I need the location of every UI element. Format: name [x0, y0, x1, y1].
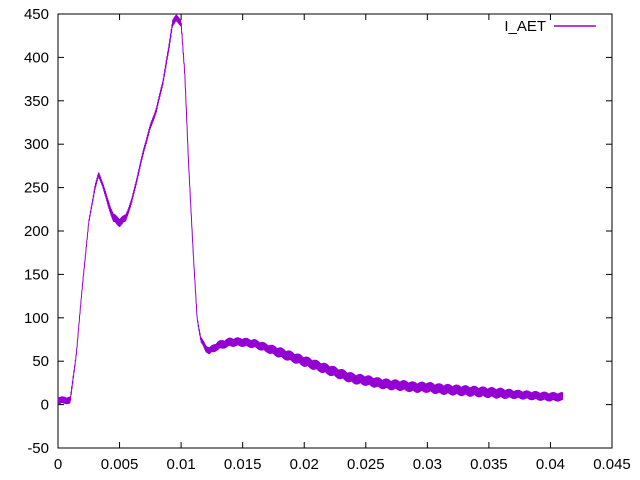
- legend: I_AET: [504, 18, 596, 35]
- y-tick-label: 300: [24, 136, 49, 153]
- x-tick-label: 0.025: [347, 456, 385, 473]
- x-tick-label: 0.005: [101, 456, 139, 473]
- x-tick-label: 0.045: [593, 456, 631, 473]
- y-tick-label: 50: [32, 353, 49, 370]
- x-tick-label: 0.02: [290, 456, 319, 473]
- y-tick-label: 0: [41, 397, 49, 414]
- y-tick-label: 100: [24, 310, 49, 327]
- plot-frame: [57, 13, 613, 449]
- x-tick-label: 0: [54, 456, 62, 473]
- y-tick-label: 150: [24, 266, 49, 283]
- x-tick-label: 0.04: [536, 456, 565, 473]
- series-layer: [57, 14, 564, 405]
- x-tick-label: 0.015: [224, 456, 262, 473]
- x-tick-label: 0.01: [167, 456, 196, 473]
- y-tick-label: 400: [24, 49, 49, 66]
- axis-ticks: 0 0.005 0.01 0.015 0.02 0.025 0.03 0.035 0.04 0.0…: [24, 6, 631, 473]
- y-tick-label: 350: [24, 93, 49, 110]
- y-tick-label: 450: [24, 6, 49, 23]
- x-tick-label: 0.035: [470, 456, 508, 473]
- legend-label: I_AET: [504, 18, 546, 35]
- x-tick-label: 0.03: [413, 456, 442, 473]
- y-tick-label: -50: [27, 440, 49, 457]
- series-line-i-aet: [57, 14, 564, 405]
- y-tick-label: 250: [24, 180, 49, 197]
- y-tick-label: 200: [24, 223, 49, 240]
